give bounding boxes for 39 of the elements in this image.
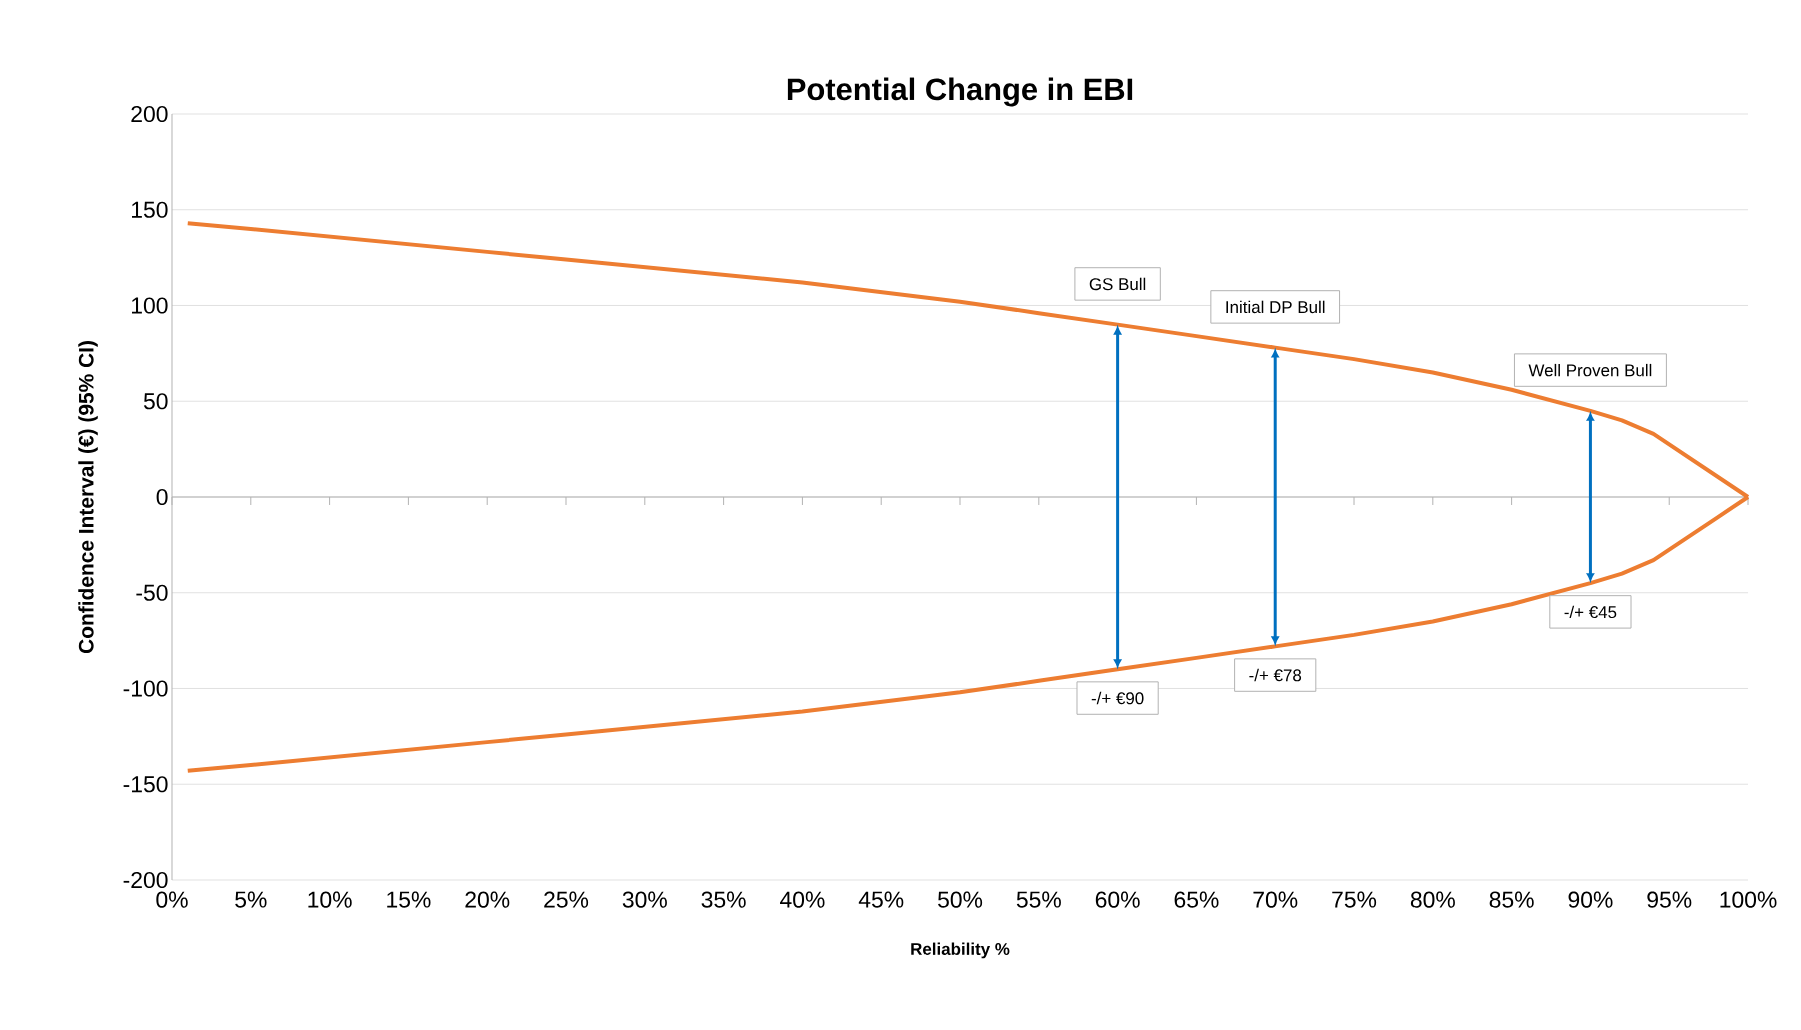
annotation: -/+ €45 (1564, 605, 1617, 619)
x-tick-label: 45% (858, 891, 904, 908)
y-tick-label: -50 (136, 584, 168, 601)
x-tick-label: 60% (1095, 891, 1140, 908)
x-tick-label: 80% (1410, 891, 1455, 908)
y-tick-label: 150 (132, 201, 168, 218)
x-tick-label: 35% (701, 891, 746, 908)
annotation: -/+ €90 (1091, 691, 1144, 705)
x-tick-label: 25% (544, 891, 589, 908)
x-tick-label: 85% (1489, 891, 1534, 908)
y-tick-label: 100 (132, 297, 168, 314)
x-tick-label: 55% (1016, 891, 1061, 908)
x-tick-label: 75% (1332, 891, 1377, 908)
x-axis-title: Reliability % (911, 942, 1010, 959)
x-tick-label: 95% (1647, 891, 1692, 908)
annotation: Initial DP Bull (1226, 300, 1325, 314)
x-tick-label: 0% (156, 891, 188, 908)
x-tick-label: 100% (1720, 891, 1777, 908)
annotation: Well Proven Bull (1528, 363, 1652, 377)
annotation: -/+ €78 (1249, 668, 1302, 682)
y-axis-title: Confidence Interval (€) (95% CI) (78, 341, 98, 654)
y-tick-label: -150 (123, 776, 168, 793)
chart-title: Potential Change in EBI (787, 77, 1133, 107)
x-tick-label: 5% (235, 891, 267, 908)
y-tick-label: -200 (123, 871, 168, 889)
y-tick-label: 0 (156, 488, 168, 506)
x-tick-label: 20% (465, 891, 510, 908)
x-tick-label: 50% (938, 891, 983, 908)
y-tick-label: -100 (123, 680, 168, 697)
annotation: GS Bull (1089, 277, 1146, 291)
x-tick-label: 30% (622, 891, 667, 908)
x-tick-label: 70% (1253, 891, 1298, 908)
y-tick-label: 200 (131, 105, 168, 123)
x-tick-label: 40% (780, 891, 825, 908)
x-tick-label: 65% (1174, 891, 1219, 908)
x-tick-label: 15% (387, 891, 431, 908)
x-tick-label: 10% (308, 891, 352, 908)
y-tick-label: 50 (143, 393, 168, 410)
x-tick-label: 90% (1568, 891, 1613, 908)
